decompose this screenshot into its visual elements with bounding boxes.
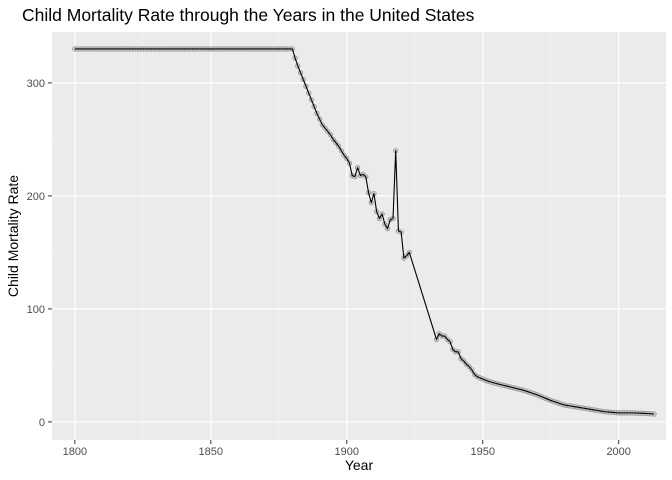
x-axis-title: Year <box>345 457 374 473</box>
plot-panel <box>52 32 666 440</box>
x-tick-label: 1900 <box>335 446 359 458</box>
y-axis-title: Child Mortality Rate <box>5 175 21 297</box>
tick-labels: 1800 1850 1900 1950 2000 0 100 200 300 <box>27 78 631 458</box>
series-layer <box>72 46 657 417</box>
y-tick-label: 0 <box>39 417 45 429</box>
x-tick-label: 2000 <box>606 446 630 458</box>
major-gridlines <box>52 32 666 440</box>
y-tick-label: 200 <box>27 191 45 203</box>
chart-title: Child Mortality Rate through the Years i… <box>22 5 475 25</box>
axis-ticks <box>48 82 620 444</box>
x-tick-label: 1800 <box>63 446 87 458</box>
y-tick-label: 100 <box>27 304 45 316</box>
minor-gridlines <box>52 32 666 440</box>
x-tick-label: 1850 <box>199 446 223 458</box>
y-tick-label: 300 <box>27 78 45 90</box>
series-line <box>74 48 655 415</box>
x-tick-label: 1950 <box>470 446 494 458</box>
